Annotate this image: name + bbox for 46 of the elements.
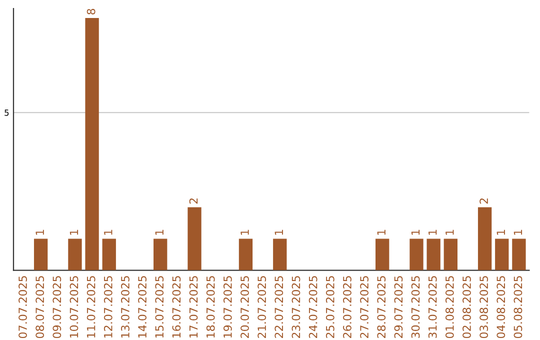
data-label: 1: [496, 230, 505, 235]
data-label: 1: [70, 230, 78, 235]
x-tick-label: 26.07.2025: [343, 276, 352, 338]
x-tick-label: 12.07.2025: [104, 276, 112, 338]
data-label: 1: [240, 230, 249, 235]
x-tick-label: 03.08.2025: [480, 276, 488, 338]
data-label: 1: [155, 230, 164, 235]
data-label: 1: [428, 230, 437, 235]
y-tick-label: 5: [4, 110, 9, 116]
x-tick-label: 24.07.2025: [308, 276, 318, 338]
x-tick-label: 05.08.2025: [514, 276, 522, 338]
x-tick-label: 11.07.2025: [86, 276, 96, 338]
x-tick-label: 14.07.2025: [138, 276, 147, 338]
data-label: 8: [86, 8, 96, 14]
x-tick-label: 17.07.2025: [189, 276, 198, 338]
x-tick-label: 18.07.2025: [206, 276, 215, 338]
x-tick-label: 25.07.2025: [326, 276, 334, 338]
data-label: 2: [480, 198, 488, 204]
x-tick-label: 10.07.2025: [70, 276, 78, 338]
data-label: 1: [104, 230, 112, 235]
data-label: 2: [189, 198, 198, 204]
data-label: 1: [446, 230, 454, 235]
x-tick-label: 19.07.2025: [223, 276, 232, 338]
x-tick-label: 21.07.2025: [258, 276, 266, 338]
data-label: 1: [36, 230, 44, 235]
x-tick-label: 27.07.2025: [360, 276, 368, 338]
x-tick-label: 16.07.2025: [172, 276, 181, 338]
x-tick-label: 15.07.2025: [155, 276, 164, 338]
x-tick-label: 13.07.2025: [121, 276, 130, 338]
x-tick-label: 08.07.2025: [36, 276, 44, 338]
x-tick-label: 31.07.2025: [428, 276, 437, 338]
x-tick-label: 29.07.2025: [394, 276, 403, 338]
x-tick-label: 01.08.2025: [445, 276, 454, 338]
x-tick-label: 07.07.2025: [18, 276, 27, 338]
x-tick-label: 20.07.2025: [240, 276, 249, 338]
data-label: 1: [411, 230, 420, 235]
data-label: 1: [274, 230, 283, 235]
x-tick-label: 09.07.2025: [52, 276, 62, 338]
x-tick-label: 04.08.2025: [496, 276, 506, 338]
x-tick-label: 28.07.2025: [377, 276, 386, 338]
data-label: 1: [377, 230, 386, 235]
x-tick-label: 02.08.2025: [462, 276, 471, 338]
data-label: 1: [514, 230, 522, 235]
x-tick-label: 23.07.2025: [292, 276, 300, 338]
x-tick-label: 22.07.2025: [274, 276, 284, 338]
x-tick-label: 30.07.2025: [411, 276, 420, 338]
